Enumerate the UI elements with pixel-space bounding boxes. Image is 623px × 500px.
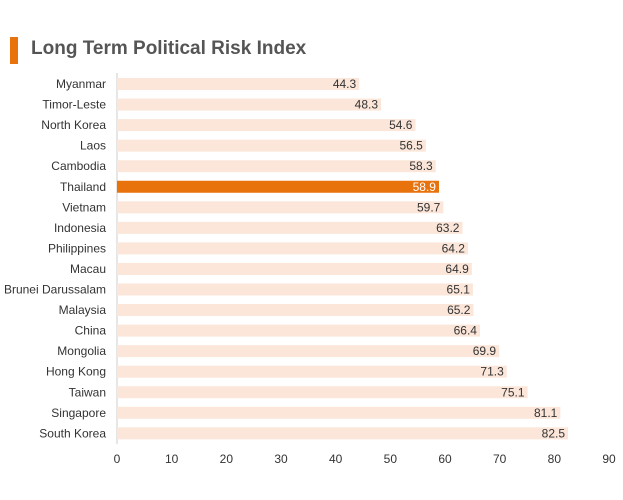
category-label-philippines: Philippines xyxy=(48,241,106,255)
bar-thailand xyxy=(117,180,439,193)
x-tick-label-20: 20 xyxy=(220,452,234,466)
category-label-mongolia: Mongolia xyxy=(57,344,106,358)
data-label-thailand: 58.9 xyxy=(413,180,437,194)
data-label-philippines: 64.2 xyxy=(442,241,466,255)
category-label-macau: Macau xyxy=(70,262,106,276)
bar-brunei-darussalam xyxy=(117,283,473,296)
category-label-thailand: Thailand xyxy=(60,180,106,194)
category-label-laos: Laos xyxy=(80,139,106,153)
title-accent-bar xyxy=(10,37,18,64)
bar-vietnam xyxy=(117,201,444,214)
bar-singapore xyxy=(117,406,561,419)
bar-hong-kong xyxy=(117,365,507,378)
category-label-taiwan: Taiwan xyxy=(69,385,106,399)
x-tick-label-10: 10 xyxy=(165,452,179,466)
bar-taiwan xyxy=(117,386,528,399)
x-tick-label-90: 90 xyxy=(602,452,616,466)
category-label-china: China xyxy=(75,324,107,338)
x-tick-label-50: 50 xyxy=(384,452,398,466)
bar-philippines xyxy=(117,242,468,255)
category-label-malaysia: Malaysia xyxy=(59,303,107,317)
category-label-indonesia: Indonesia xyxy=(54,221,106,235)
bar-north-korea xyxy=(117,119,416,132)
x-tick-label-70: 70 xyxy=(493,452,507,466)
bar-china xyxy=(117,324,480,337)
x-tick-label-0: 0 xyxy=(114,452,121,466)
data-label-north-korea: 54.6 xyxy=(389,118,413,132)
data-label-timor-leste: 48.3 xyxy=(355,98,379,112)
category-label-brunei-darussalam: Brunei Darussalam xyxy=(4,283,106,297)
data-label-laos: 56.5 xyxy=(400,139,424,153)
category-label-vietnam: Vietnam xyxy=(62,200,106,214)
x-tick-label-80: 80 xyxy=(548,452,562,466)
chart-title: Long Term Political Risk Index xyxy=(31,38,307,59)
x-tick-label-40: 40 xyxy=(329,452,343,466)
data-label-malaysia: 65.2 xyxy=(447,303,471,317)
x-tick-label-60: 60 xyxy=(438,452,452,466)
category-label-myanmar: Myanmar xyxy=(56,77,106,91)
data-label-china: 66.4 xyxy=(454,324,478,338)
category-label-north-korea: North Korea xyxy=(41,118,106,132)
data-label-brunei-darussalam: 65.1 xyxy=(447,283,471,297)
data-label-vietnam: 59.7 xyxy=(417,200,441,214)
data-label-mongolia: 69.9 xyxy=(473,344,497,358)
bar-laos xyxy=(117,139,426,152)
bar-mongolia xyxy=(117,345,500,358)
data-label-macau: 64.9 xyxy=(445,262,469,276)
x-tick-label-30: 30 xyxy=(274,452,288,466)
bar-macau xyxy=(117,262,472,275)
category-label-south-korea: South Korea xyxy=(39,426,106,440)
data-label-taiwan: 75.1 xyxy=(501,385,525,399)
category-label-hong-kong: Hong Kong xyxy=(46,365,106,379)
bar-south-korea xyxy=(117,427,568,440)
category-label-cambodia: Cambodia xyxy=(51,159,106,173)
data-label-singapore: 81.1 xyxy=(534,406,558,420)
bar-malaysia xyxy=(117,304,474,317)
bar-cambodia xyxy=(117,160,436,173)
data-label-south-korea: 82.5 xyxy=(542,426,566,440)
bar-timor-leste xyxy=(117,98,382,111)
category-label-timor-leste: Timor-Leste xyxy=(42,98,106,112)
bar-myanmar xyxy=(117,78,360,90)
category-label-singapore: Singapore xyxy=(51,406,106,420)
data-label-indonesia: 63.2 xyxy=(436,221,460,235)
data-label-cambodia: 58.3 xyxy=(409,159,433,173)
data-label-myanmar: 44.3 xyxy=(333,77,357,91)
data-label-hong-kong: 71.3 xyxy=(480,365,504,379)
bar-indonesia xyxy=(117,221,463,234)
